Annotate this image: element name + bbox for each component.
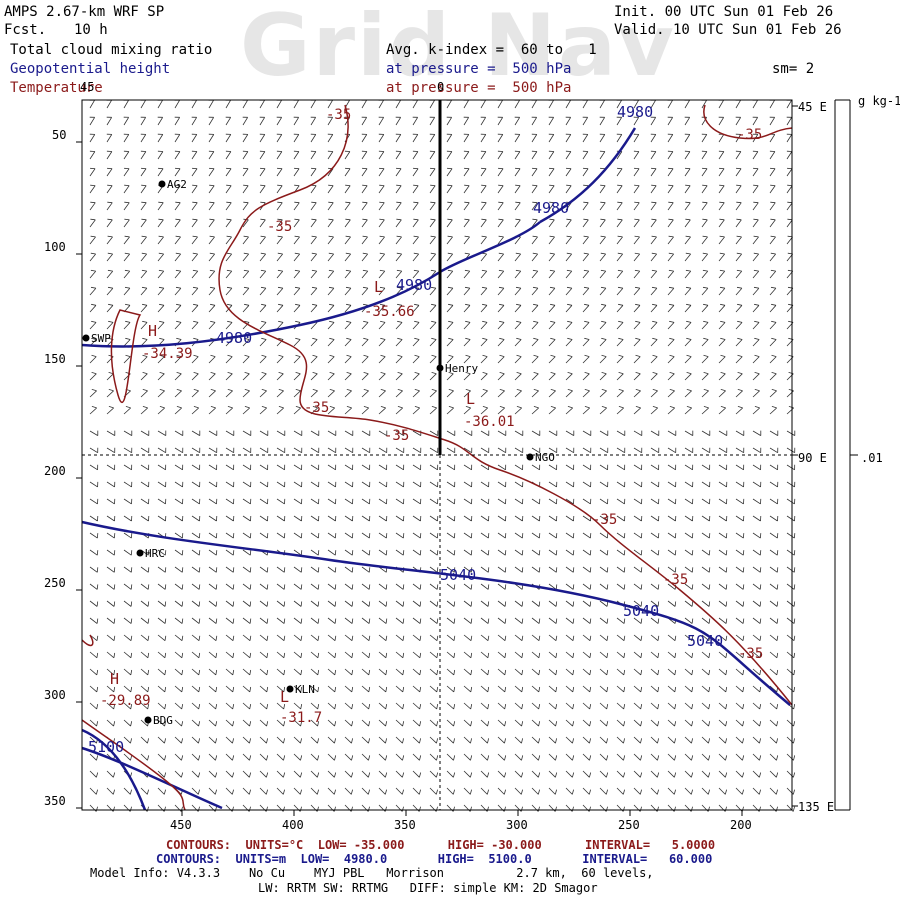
top-marker: 0 (437, 80, 445, 94)
footer-temp-contours: CONTOURS: UNITS=°C LOW= -35.000 HIGH= -3… (166, 838, 716, 852)
station-label: NGO (535, 451, 555, 464)
x-tick-label: 400 (282, 818, 304, 832)
temperature-contour-label: -35 (592, 512, 617, 528)
height-contour-label: 5100 (88, 738, 124, 756)
y-tick-label: 200 (44, 464, 66, 478)
x-tick-label: 350 (394, 818, 416, 832)
init-time: Init. 00 UTC Sun 01 Feb 26 (614, 4, 834, 20)
right-axis-tick: 45 E (798, 100, 827, 114)
model-title: AMPS 2.67-km WRF SP (4, 4, 165, 20)
valid-time: Valid. 10 UTC Sun 01 Feb 26 (614, 22, 842, 38)
height-contour (539, 127, 637, 224)
footer-physics: LW: RRTM SW: RRTMG DIFF: simple KM: 2D S… (258, 881, 598, 895)
smoothing-value: sm= 2 (772, 61, 815, 77)
temperature-contour-label: -35 (267, 219, 292, 235)
height-contour-label: 5040 (623, 602, 659, 620)
station-marker (136, 549, 144, 557)
temperature-contour-label: -35 (663, 572, 688, 588)
temperature-contour-label: -35 (738, 646, 763, 662)
x-tick-label: 300 (506, 818, 528, 832)
y-tick-label: 250 (44, 576, 66, 590)
temperature-contour-label: -29.89 (100, 693, 151, 709)
map-frame (76, 99, 858, 816)
field2-level: at pressure = 500 hPa (386, 61, 572, 77)
height-contour-label: 4980 (396, 276, 432, 294)
temperature-contour-label: -35.66 (364, 304, 415, 320)
wind-barbs-layer (89, 99, 796, 812)
height-contour-label: 5040 (687, 632, 723, 650)
extremum-marker: L (466, 390, 475, 408)
contour-labels-layer: 4980 4980 4980 4980 5040 5040 5040 5100 -35 -35 -3… (88, 103, 763, 756)
temperature-contour-label: -34.39 (142, 346, 193, 362)
temperature-contour (81, 634, 94, 647)
height-contour (81, 746, 223, 810)
forecast-label: Fcst. (4, 22, 47, 38)
temperature-contour (703, 104, 793, 140)
field2-name: Geopotential height (10, 61, 171, 77)
y-tick-label: 50 (52, 128, 67, 142)
temperature-contour-label: -35 (304, 400, 329, 416)
height-contour-label: 4980 (617, 103, 653, 121)
y-tick-label: 100 (44, 240, 66, 254)
y-tick-label: 150 (44, 352, 66, 366)
temperature-contour-label: -36.01 (464, 414, 515, 430)
right-axis-tick: 90 E (798, 451, 827, 465)
station-marker (526, 453, 534, 461)
station-label: BDG (153, 714, 173, 727)
contour-layer (81, 104, 793, 811)
extremum-marker: H (110, 670, 119, 688)
height-contour-label: 4980 (533, 199, 569, 217)
station-label: AG2 (167, 178, 187, 191)
temperature-contour-label: -35 (326, 107, 351, 123)
top-left-marker: 45 (80, 80, 95, 94)
field1-kindex: Avg. k-index = 60 to 1 (386, 42, 597, 58)
station-marker (436, 364, 444, 372)
station-marker (82, 334, 90, 342)
station-marker (158, 180, 166, 188)
temperature-contour-label: -35 (737, 127, 762, 143)
height-contour-label: 5040 (440, 566, 476, 584)
height-contour-label: 4980 (216, 329, 252, 347)
station-label: SWP (91, 332, 111, 345)
station-marker (286, 685, 294, 693)
extremum-marker: H (148, 322, 157, 340)
station-label: KLN (295, 683, 315, 696)
extremum-marker: L (280, 688, 289, 706)
field1-name: Total cloud mixing ratio (10, 42, 213, 58)
y-tick-label: 300 (44, 688, 66, 702)
temperature-contour (110, 309, 142, 404)
station-label: HRC (145, 547, 165, 560)
height-contour (81, 520, 791, 706)
gridnav-watermark: Grid Nav (240, 0, 677, 96)
colorbar-unit: g kg-1 (858, 94, 900, 108)
footer-model-info: Model Info: V4.3.3 No Cu MYJ PBL Morriso… (90, 866, 654, 880)
x-tick-label: 250 (618, 818, 640, 832)
colorbar-value: .01 (861, 451, 883, 465)
temperature-contour (81, 719, 186, 811)
x-tick-label: 200 (730, 818, 752, 832)
field3-name: Temperature (10, 80, 103, 96)
y-tick-label: 350 (44, 794, 66, 808)
extremum-marker: L (374, 278, 383, 296)
height-contour (81, 221, 541, 348)
footer-height-contours: CONTOURS: UNITS=m LOW= 4980.0 HIGH= 5100… (156, 852, 713, 866)
height-contour (81, 728, 147, 811)
temperature-contour-label: -35 (384, 428, 409, 444)
x-tick-label: 450 (170, 818, 192, 832)
temperature-contour-label: -31.7 (280, 710, 322, 726)
station-label: Henry (445, 362, 478, 375)
stations-layer: AG2 SWP Henry NGO HRC KLN BDG (82, 178, 555, 727)
wind-barbs (89, 99, 796, 812)
field3-level: at pressure = 500 hPa (386, 80, 572, 96)
right-axis-tick: 135 E (798, 800, 835, 814)
forecast-value: 10 h (74, 22, 108, 38)
station-marker (144, 716, 152, 724)
temperature-contour (218, 104, 793, 706)
